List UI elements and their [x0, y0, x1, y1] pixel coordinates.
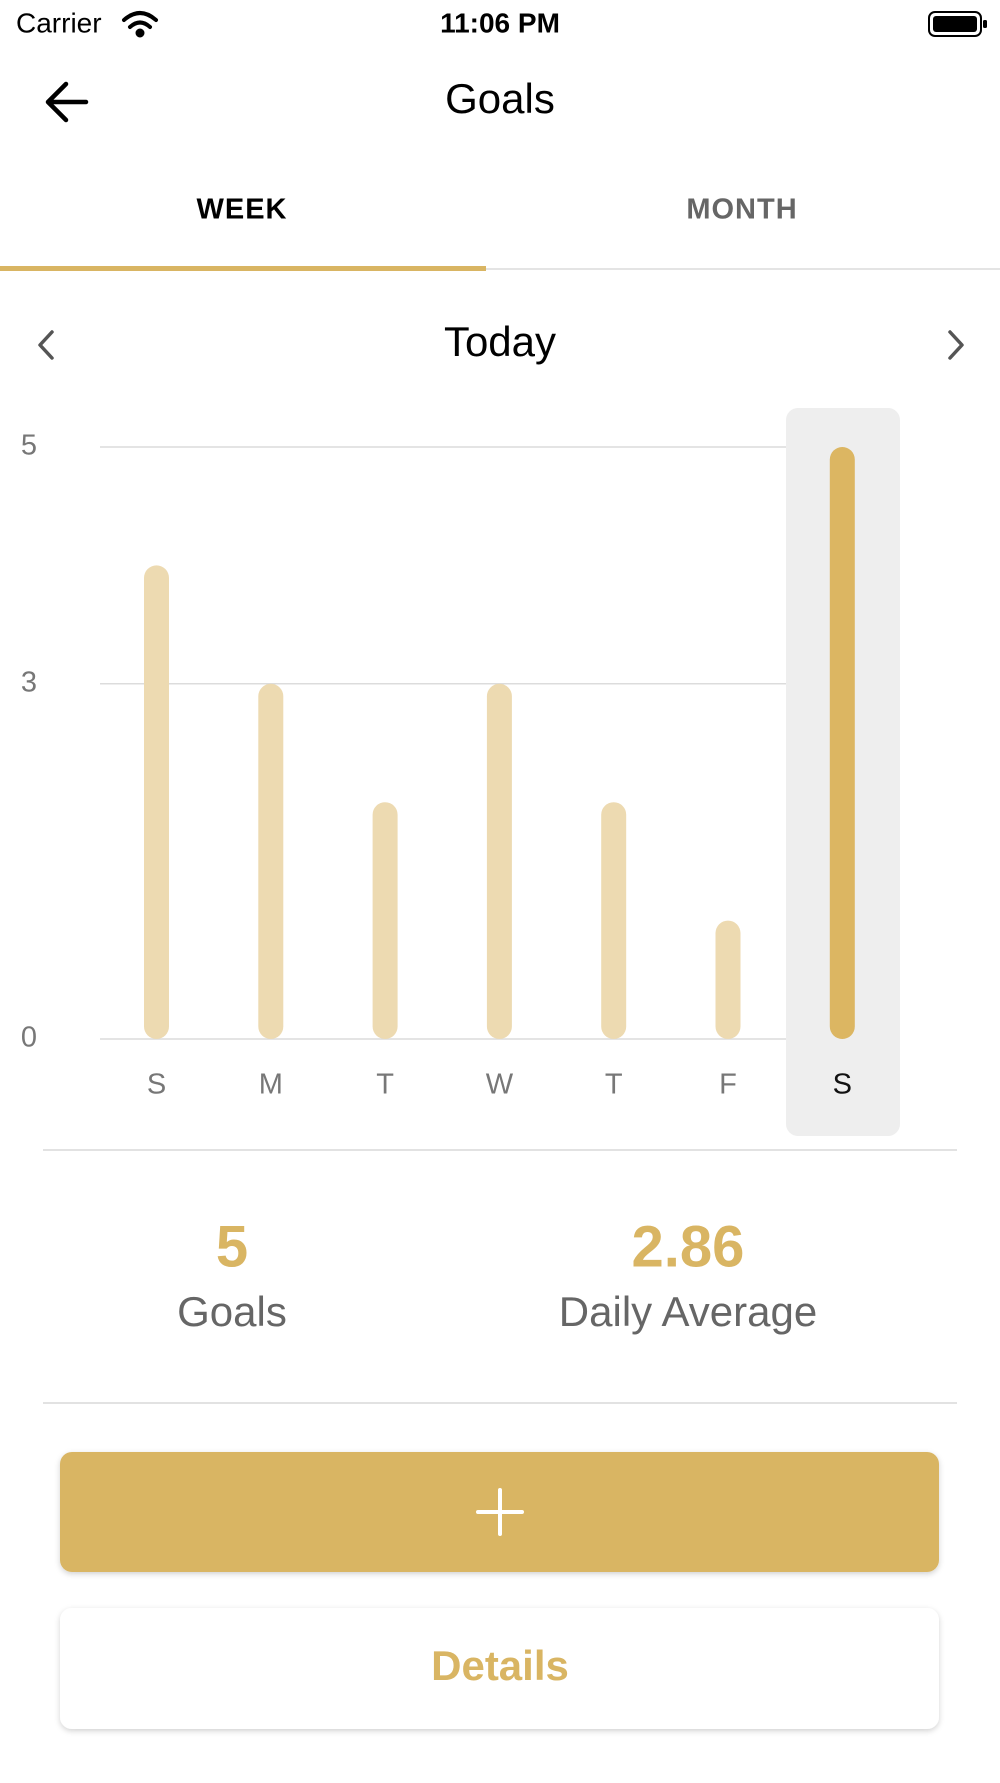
clock: 11:06 PM [440, 7, 560, 38]
bar [486, 683, 512, 1039]
add-button[interactable] [60, 1452, 939, 1572]
bar [144, 565, 169, 1039]
x-tick-label: T [376, 1069, 394, 1101]
bar [829, 447, 855, 1039]
wifi-icon [122, 11, 158, 38]
x-tick-label: M [259, 1069, 283, 1101]
average-value: 2.86 [632, 1214, 745, 1279]
divider [43, 1402, 957, 1404]
average-label: Daily Average [559, 1288, 817, 1335]
x-tick-label: F [719, 1069, 737, 1101]
goals-label: Goals [177, 1288, 287, 1335]
y-tick-label: 3 [21, 666, 37, 698]
back-button[interactable] [45, 81, 89, 123]
x-tick-label: S [147, 1069, 166, 1101]
details-label: Details [431, 1642, 569, 1689]
bar [258, 683, 284, 1039]
battery-icon [928, 11, 987, 37]
bar-chart: 0 3 5 S M T W T F S [21, 430, 855, 1101]
x-tick-label: S [833, 1069, 852, 1101]
details-button[interactable]: Details [60, 1608, 939, 1729]
y-tick-label: 0 [21, 1022, 37, 1054]
tab-week[interactable]: WEEK [197, 194, 288, 226]
bar [715, 920, 741, 1039]
y-tick-label: 5 [21, 430, 37, 462]
tab-month[interactable]: MONTH [686, 194, 797, 226]
goals-value: 5 [216, 1214, 248, 1279]
period-label: Today [444, 318, 556, 365]
bar [601, 802, 627, 1039]
tab-indicator [0, 266, 486, 271]
divider [43, 1149, 957, 1151]
tab-divider [0, 268, 1000, 270]
bar [372, 802, 398, 1039]
x-tick-label: W [486, 1069, 514, 1101]
page-title: Goals [445, 75, 555, 122]
carrier: Carrier [16, 7, 102, 38]
next-button[interactable] [948, 330, 964, 360]
x-tick-label: T [605, 1069, 623, 1101]
prev-button[interactable] [38, 330, 54, 360]
